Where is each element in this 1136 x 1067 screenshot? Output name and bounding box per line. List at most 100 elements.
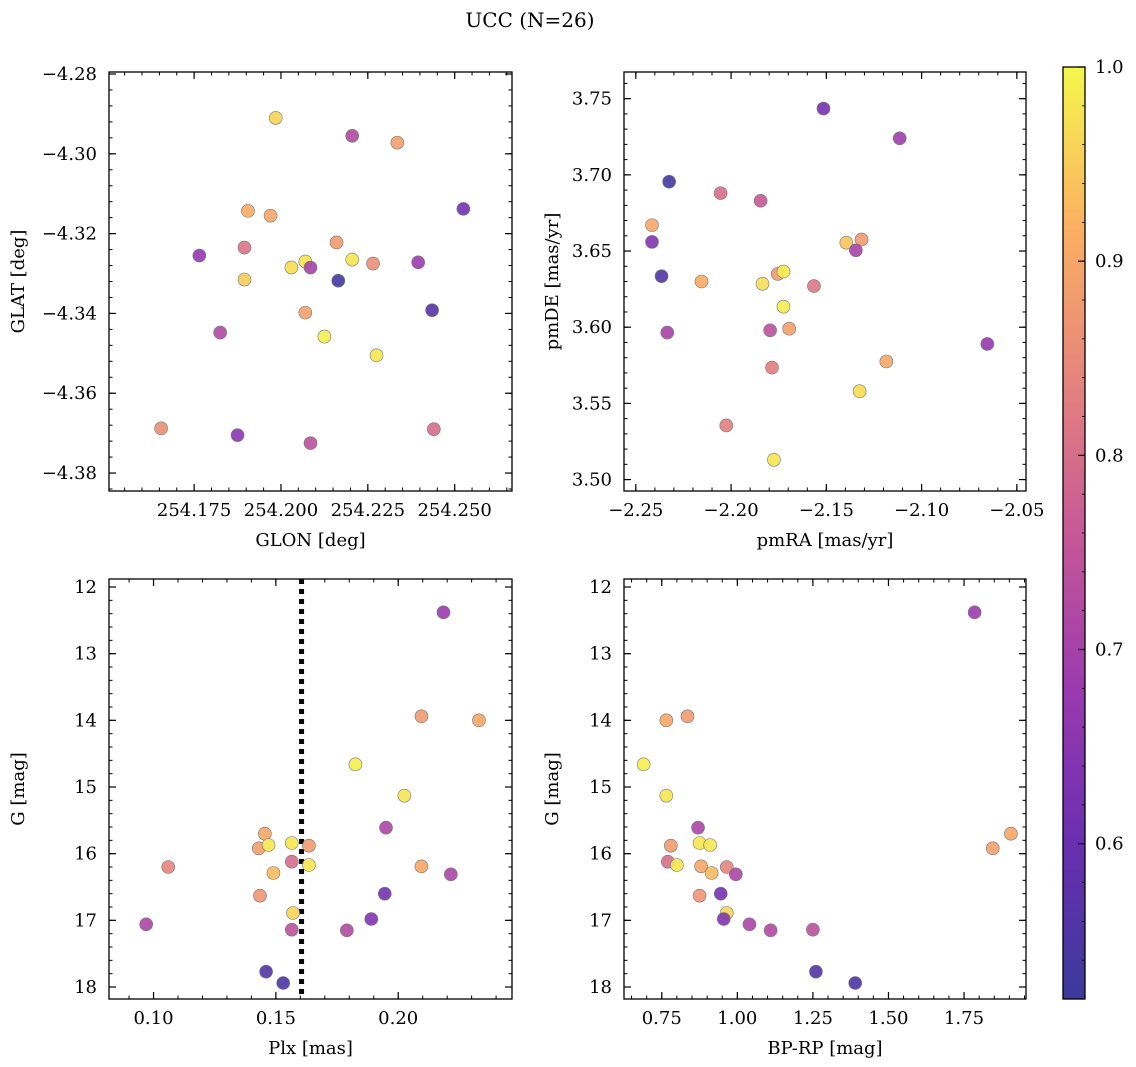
x-tick-label: 0.15 [256, 1008, 296, 1029]
data-point [662, 174, 676, 189]
y-tick-label: −4.38 [42, 463, 97, 484]
data-point [286, 906, 300, 920]
x-tick-label: 254.225 [331, 500, 405, 521]
data-point [985, 841, 1000, 856]
axes-frame [623, 578, 1027, 1000]
data-point [377, 886, 392, 901]
data-point [284, 836, 299, 850]
panel-bprp-g: 0.75 1.00 1.25 1.50 1.75 12 13 14 15 16 17 18 BP-RP … [542, 577, 1027, 1059]
data-point [980, 337, 995, 351]
data-point [809, 964, 823, 979]
data-point [704, 866, 719, 880]
data-point [284, 260, 299, 275]
y-tick-label: 13 [589, 644, 612, 665]
data-point [806, 922, 820, 937]
data-point [230, 428, 245, 442]
data-point [266, 866, 281, 880]
y-tick-label: 12 [74, 577, 97, 598]
data-point [1004, 826, 1018, 841]
data-point [261, 838, 276, 852]
data-point [139, 917, 153, 932]
data-point [192, 248, 207, 263]
x-tick-label: 1.50 [868, 1008, 908, 1029]
y-axis-label: G [mag] [8, 752, 29, 825]
data-point [379, 820, 393, 835]
data-point [782, 321, 796, 336]
data-point [716, 912, 731, 926]
data-point [213, 325, 227, 340]
data-point [411, 255, 425, 270]
x-axis-label: Plx [mas] [268, 1038, 353, 1059]
data-point [456, 202, 471, 216]
x-tick-label: 0.20 [378, 1008, 418, 1029]
x-tick-label: −2.20 [703, 500, 758, 521]
y-tick-label: −4.36 [42, 383, 97, 404]
data-point [670, 858, 684, 872]
axes-frame [108, 578, 513, 1000]
data-point [719, 418, 734, 433]
colorbar-tick-label: 0.7 [1095, 640, 1124, 661]
data-point [807, 279, 821, 293]
colorbar-gradient [1062, 66, 1086, 1000]
y-tick-label: 15 [74, 777, 97, 798]
data-point [348, 757, 363, 772]
data-point [345, 129, 359, 143]
y-tick-label: 3.55 [572, 393, 612, 414]
panel-plx-g: 0.10 0.15 0.20 12 13 14 15 16 17 18 Plx [mas] G [ma… [8, 577, 513, 1059]
data-point [268, 111, 283, 125]
y-tick-label: 3.75 [572, 89, 612, 110]
data-point [345, 252, 359, 267]
x-tick-label: 0.10 [133, 1008, 173, 1029]
y-tick-label: 18 [589, 977, 612, 998]
data-point [414, 709, 429, 724]
data-point [259, 964, 273, 979]
data-point [967, 605, 982, 620]
y-tick-label: −4.34 [42, 303, 97, 324]
data-point [241, 204, 255, 218]
panel-glon-glat: 254.175 254.200 254.225 254.250 −4.38 −4.36 −4… [8, 64, 513, 551]
data-point [713, 886, 728, 901]
data-point [258, 826, 272, 841]
y-tick-label: −4.28 [42, 64, 97, 85]
data-point [298, 305, 313, 320]
data-point [703, 838, 717, 852]
y-axis-label: GLAT [deg] [8, 230, 29, 334]
data-point [660, 325, 675, 340]
panel-pmra-pmde: −2.25 −2.20 −2.15 −2.10 −2.05 3.50 3.55 3.60 3.6… [542, 71, 1044, 551]
data-point [852, 384, 867, 399]
data-point [331, 273, 346, 288]
x-tick-label: 1.75 [944, 1008, 984, 1029]
data-point [444, 867, 458, 882]
x-tick-label: 1.25 [793, 1008, 833, 1029]
data-point [767, 452, 781, 467]
data-point [848, 976, 863, 990]
data-point [692, 888, 707, 903]
data-point [303, 436, 318, 450]
data-point [284, 922, 299, 937]
data-point [742, 917, 757, 932]
y-tick-label: 14 [74, 710, 97, 731]
data-point [659, 788, 674, 803]
data-point [284, 854, 299, 869]
data-point [776, 264, 791, 279]
x-tick-label: 1.00 [717, 1008, 757, 1029]
data-point [302, 838, 316, 853]
colorbar-tick-label: 0.6 [1095, 834, 1124, 855]
data-point [340, 923, 354, 938]
y-tick-label: 15 [589, 777, 612, 798]
y-tick-label: 12 [589, 577, 612, 598]
data-point [303, 260, 318, 275]
y-tick-label: 3.50 [572, 470, 612, 491]
y-axis-label: pmDE [mas/yr] [542, 213, 563, 351]
x-tick-label: −2.15 [799, 500, 854, 521]
data-point [763, 923, 778, 938]
x-tick-label: 254.200 [244, 500, 318, 521]
x-axis-label: BP-RP [mag] [767, 1038, 882, 1059]
data-point [263, 208, 278, 223]
data-point [879, 354, 894, 369]
data-point [729, 867, 743, 882]
colorbar: 0.6 0.7 0.8 0.9 1.0 [1062, 57, 1124, 1000]
data-point [472, 713, 486, 728]
y-tick-label: 13 [74, 644, 97, 665]
data-point [816, 101, 831, 116]
